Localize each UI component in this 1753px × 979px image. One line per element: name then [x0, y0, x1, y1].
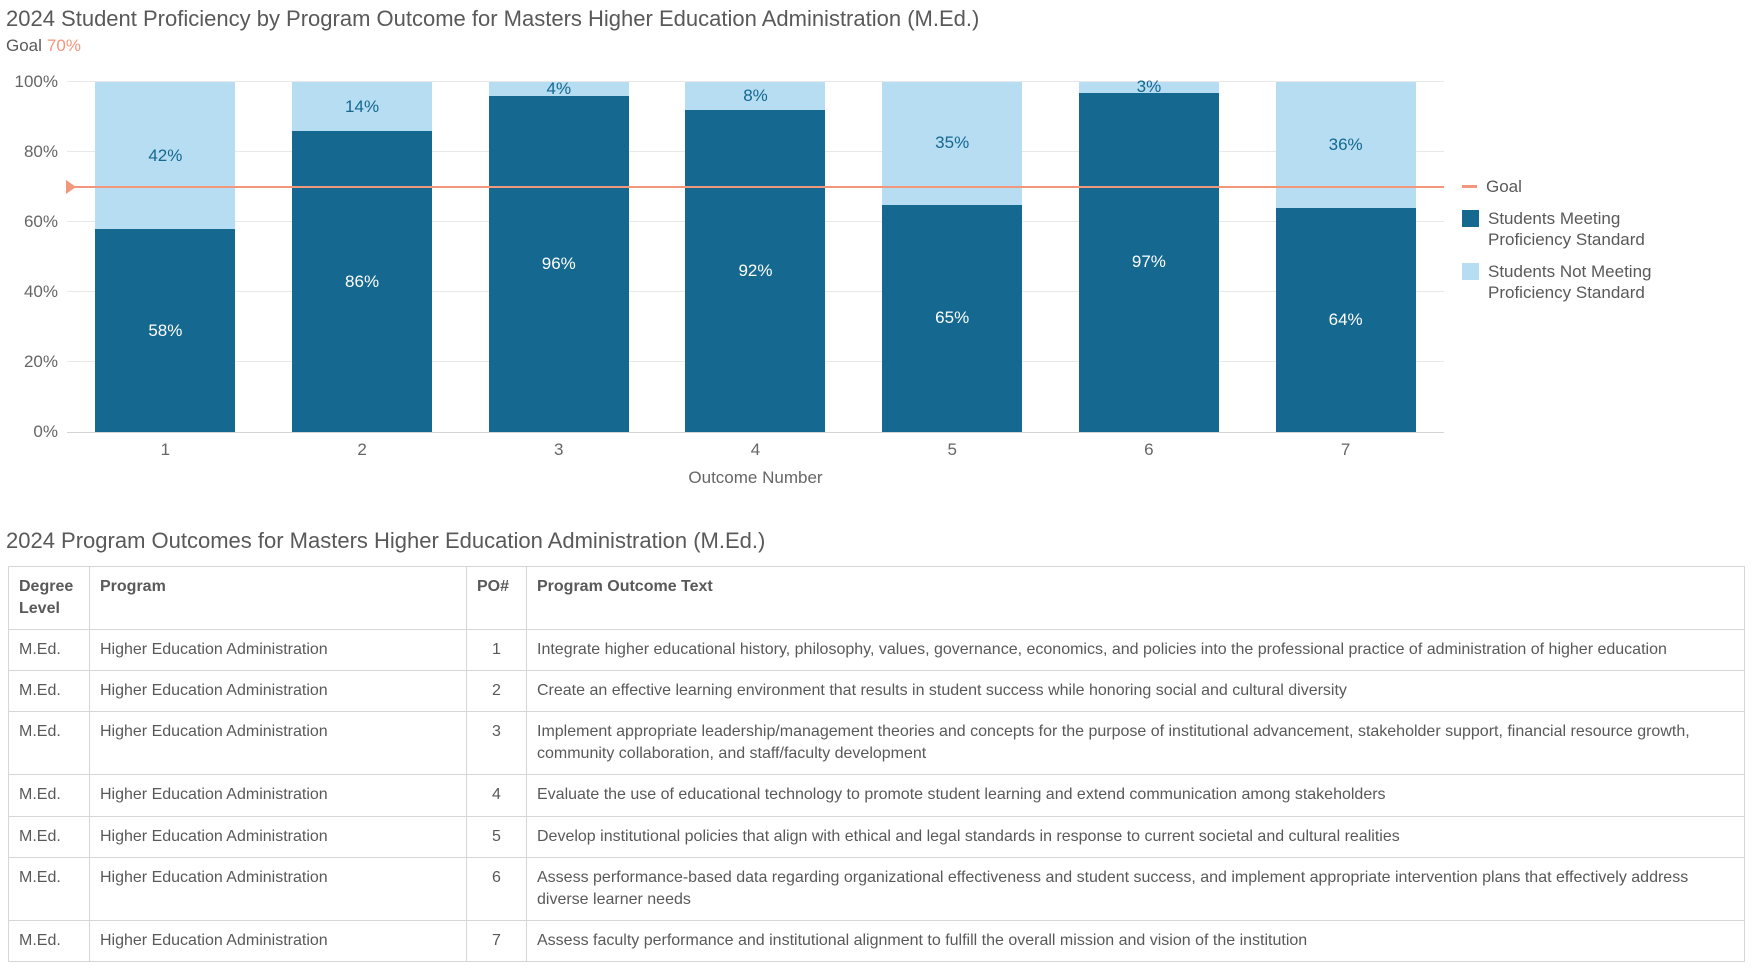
goal-subtitle: Goal 70% — [6, 36, 81, 56]
cell-degree-level: M.Ed. — [8, 919, 90, 962]
cell-outcome-text: Assess performance-based data regarding … — [526, 856, 1745, 921]
column-header-program: Program — [89, 565, 467, 631]
legend-label: Students Not Meeting Proficiency Standar… — [1488, 262, 1652, 302]
goal-line — [67, 186, 1444, 188]
legend-swatch-line-icon — [1462, 185, 1477, 188]
outcomes-table-header-row: Degree Level Program PO# Program Outcome Te… — [8, 565, 1745, 631]
cell-po-number: 3 — [466, 711, 527, 776]
legend-label: Students Meeting Proficiency Standard — [1488, 209, 1645, 249]
x-axis-title: Outcome Number — [688, 468, 823, 487]
bar-segment-not-meeting[interactable] — [292, 82, 433, 131]
bar-segment-meeting[interactable] — [488, 96, 629, 432]
goal-subtitle-label: Goal — [6, 36, 42, 55]
bar-segment-meeting[interactable] — [95, 229, 236, 432]
table-row-outcome-5: M.Ed. Higher Education Administration 5 Dev… — [8, 815, 1745, 858]
cell-outcome-text: Create an effective learning environment… — [526, 670, 1745, 713]
cell-po-number: 4 — [466, 774, 527, 817]
bar-segment-not-meeting[interactable] — [1275, 82, 1416, 208]
legend-label: Goal — [1486, 177, 1522, 196]
column-header-program-outcome-text: Program Outcome Text — [526, 565, 1745, 631]
outcomes-table: Degree Level Program PO# Program Outcome Te… — [8, 565, 1745, 962]
bar-slot-outcome-4: 92% 8% 4 — [657, 82, 854, 459]
y-axis-tick-label: 40% — [23, 282, 58, 301]
cell-outcome-text: Assess faculty performance and instituti… — [526, 919, 1745, 962]
legend-swatch-square-icon — [1462, 263, 1479, 280]
column-header-degree-level: Degree Level — [8, 565, 90, 631]
x-axis-tick-label: 7 — [1340, 440, 1351, 459]
bar-segment-meeting[interactable] — [292, 131, 433, 432]
y-axis: 0% 20% 40% 60% 80% 100% — [0, 72, 58, 441]
gridline-100% — [67, 81, 1444, 82]
outcomes-table-section: 2024 Program Outcomes for Masters Higher… — [0, 528, 1753, 962]
cell-outcome-text: Integrate higher educational history, ph… — [526, 629, 1745, 672]
x-axis-tick-label: 5 — [947, 440, 957, 459]
legend-item-goal[interactable]: Goal — [1462, 176, 1672, 197]
cell-po-number: 5 — [466, 815, 527, 858]
cell-outcome-text: Develop institutional policies that alig… — [526, 815, 1745, 858]
cell-po-number: 7 — [466, 919, 527, 962]
table-row-outcome-4: M.Ed. Higher Education Administration 4 Eva… — [8, 774, 1745, 817]
bar-segment-meeting[interactable] — [1078, 92, 1219, 432]
cell-program: Higher Education Administration — [89, 856, 467, 921]
x-axis-tick-label: 2 — [357, 440, 367, 459]
cell-degree-level: M.Ed. — [8, 774, 90, 817]
x-axis-tick-label: 6 — [1144, 440, 1154, 459]
y-axis-tick-label: 80% — [23, 142, 58, 161]
cell-degree-level: M.Ed. — [8, 856, 90, 921]
chart-title: 2024 Student Proficiency by Program Outc… — [6, 6, 980, 31]
outcomes-table-title: 2024 Program Outcomes for Masters Higher… — [6, 528, 766, 553]
bar-slot-outcome-1: 58% 42% 1 — [67, 82, 264, 459]
table-row-outcome-1: M.Ed. Higher Education Administration 1 Int… — [8, 629, 1745, 672]
cell-outcome-text: Evaluate the use of educational technolo… — [526, 774, 1745, 817]
cell-degree-level: M.Ed. — [8, 815, 90, 858]
cell-program: Higher Education Administration — [89, 919, 467, 962]
cell-program: Higher Education Administration — [89, 815, 467, 858]
cell-program: Higher Education Administration — [89, 670, 467, 713]
bar-segment-not-meeting[interactable] — [685, 82, 826, 110]
bar-segment-meeting[interactable] — [685, 110, 826, 432]
cell-outcome-text: Implement appropriate leadership/managem… — [526, 711, 1745, 776]
legend-swatch-square-icon — [1462, 210, 1479, 227]
column-header-po-: PO# — [466, 565, 527, 631]
bar-slot-outcome-6: 97% 3% 6 — [1051, 77, 1248, 459]
bar-slot-outcome-3: 96% 4% 3 — [460, 79, 657, 459]
bar-segment-not-meeting[interactable] — [1078, 82, 1219, 93]
y-axis-tick-label: 100% — [14, 72, 58, 91]
bar-slot-outcome-7: 64% 36% 7 — [1247, 82, 1444, 459]
cell-degree-level: M.Ed. — [8, 711, 90, 776]
y-axis-tick-label: 0% — [33, 422, 58, 441]
legend-item-not-meeting[interactable]: Students Not Meeting Proficiency Standar… — [1462, 261, 1672, 303]
x-axis-tick-label: 3 — [554, 440, 564, 459]
cell-program: Higher Education Administration — [89, 629, 467, 672]
goal-line-arrow-icon — [66, 180, 76, 194]
cell-program: Higher Education Administration — [89, 711, 467, 776]
cell-program: Higher Education Administration — [89, 774, 467, 817]
table-row-outcome-6: M.Ed. Higher Education Administration 6 Ass… — [8, 856, 1745, 921]
bar-segment-meeting[interactable] — [882, 204, 1023, 432]
cell-po-number: 2 — [466, 670, 527, 713]
bar-slot-outcome-5: 65% 35% 5 — [854, 82, 1051, 459]
legend-item-meeting[interactable]: Students Meeting Proficiency Standard — [1462, 208, 1672, 250]
goal-subtitle-value: 70% — [46, 36, 81, 55]
bar-segment-not-meeting[interactable] — [882, 82, 1023, 205]
cell-degree-level: M.Ed. — [8, 629, 90, 672]
cell-degree-level: M.Ed. — [8, 670, 90, 713]
cell-po-number: 6 — [466, 856, 527, 921]
bar-segment-meeting[interactable] — [1275, 208, 1416, 432]
chart-legend: Goal Students Meeting Proficiency Standar… — [1462, 176, 1672, 314]
x-axis-tick-label: 1 — [160, 440, 171, 459]
cell-po-number: 1 — [466, 629, 527, 672]
y-axis-tick-label: 60% — [23, 212, 58, 231]
y-axis-tick-label: 20% — [23, 352, 58, 371]
table-row-outcome-2: M.Ed. Higher Education Administration 2 Cre… — [8, 670, 1745, 713]
table-row-outcome-7: M.Ed. Higher Education Administration 7 Ass… — [8, 919, 1745, 962]
table-row-outcome-3: M.Ed. Higher Education Administration 3 Imp… — [8, 711, 1745, 776]
x-axis-tick-label: 4 — [750, 440, 761, 459]
bar-segment-not-meeting[interactable] — [488, 82, 629, 96]
bar-slot-outcome-2: 86% 14% 2 — [264, 82, 461, 459]
plot-area: 58% 42% 1 86% 14% 2 96% 4% 3 92% 8% 4 65% 35% 5 97% 3% 6 6… — [66, 77, 1444, 459]
bar-segment-not-meeting[interactable] — [95, 82, 236, 229]
